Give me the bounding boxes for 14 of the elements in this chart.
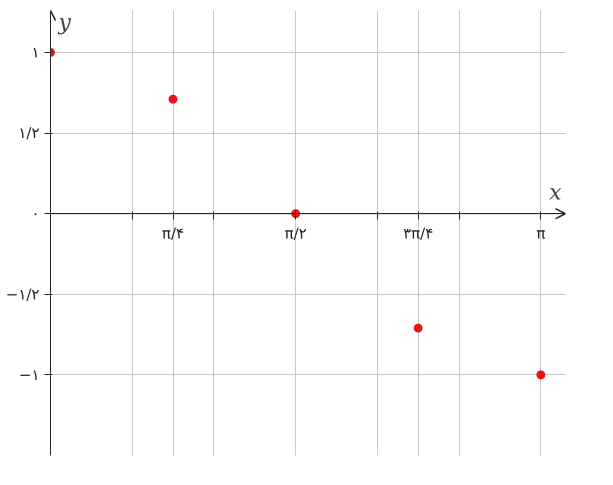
y-tick-label: ۰ <box>31 204 40 223</box>
y-tick-label: −۱/۲ <box>6 285 40 304</box>
point <box>414 324 423 333</box>
x-tick-label: ۳π/۴ <box>403 224 434 243</box>
x-tick-label: π/۴ <box>162 224 184 243</box>
y-tick-label: −۱ <box>18 366 40 384</box>
point <box>168 94 178 104</box>
y-tick-label: ۱/۲ <box>18 124 40 142</box>
x-tick-label: π/۲ <box>284 224 307 243</box>
x-tick-label: π <box>536 224 546 243</box>
y-tick-label: ۱ <box>31 43 40 62</box>
y-axis-title: y <box>58 10 72 36</box>
point <box>536 370 546 380</box>
x-axis-title: x <box>549 180 562 206</box>
